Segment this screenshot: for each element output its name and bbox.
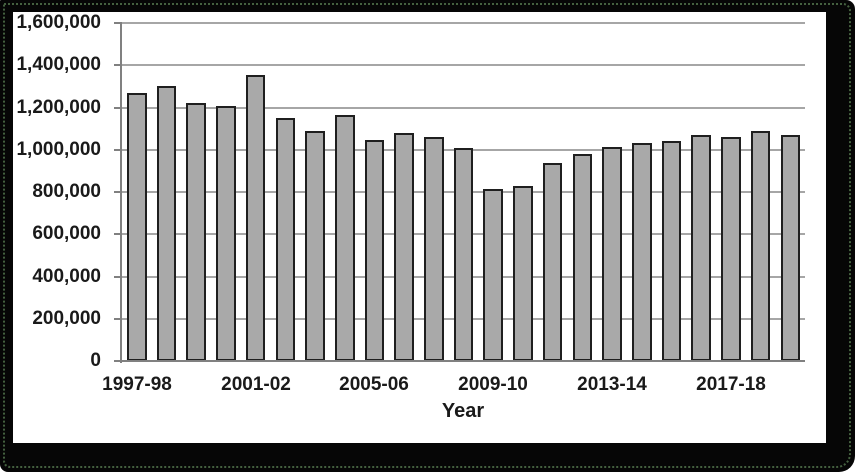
bar-slot <box>360 23 390 361</box>
y-axis-tick-label: 1,000,000 <box>16 139 101 160</box>
y-axis-tick-label: 800,000 <box>32 181 101 202</box>
bar-slot <box>241 23 271 361</box>
bar-slot <box>122 23 152 361</box>
y-axis-tick <box>114 233 122 235</box>
bar-2015-16 <box>661 141 682 361</box>
y-axis-tick <box>114 64 122 66</box>
bar-slot <box>568 23 598 361</box>
bar-slot <box>389 23 419 361</box>
y-axis-tick <box>114 318 122 320</box>
y-axis-tick-label: 1,400,000 <box>16 54 101 75</box>
bar-slot <box>746 23 776 361</box>
bar-2005-06 <box>364 140 385 361</box>
y-axis-tick <box>114 276 122 278</box>
bar-slot <box>538 23 568 361</box>
bar-slot <box>330 23 360 361</box>
bar-2002-03 <box>275 118 296 361</box>
y-axis-tick-label: 200,000 <box>32 308 101 329</box>
bar-slot <box>449 23 479 361</box>
bar-2016-17 <box>691 135 711 361</box>
bar-slot <box>716 23 746 361</box>
bar-2018-19 <box>750 131 771 361</box>
x-axis-tick-label: 1997-98 <box>102 374 172 395</box>
bar-2019-20 <box>780 135 801 361</box>
bar-2004-05 <box>334 115 355 361</box>
y-axis-tick-label: 0 <box>90 350 101 371</box>
bar-2000-01 <box>216 106 236 361</box>
y-axis-line <box>120 23 122 363</box>
bar-slot <box>419 23 449 361</box>
x-axis-tick-label: 2001-02 <box>221 374 291 395</box>
bar-1998-99 <box>156 86 177 361</box>
bar-2009-10 <box>483 189 504 361</box>
y-gridline <box>122 22 805 24</box>
bar-slot <box>152 23 182 361</box>
bar-slot <box>271 23 301 361</box>
bar-2003-04 <box>305 131 325 361</box>
x-axis-tick-label: 2013-14 <box>577 374 647 395</box>
y-gridline <box>122 64 805 66</box>
x-axis-tick-label: 2009-10 <box>458 374 528 395</box>
y-gridline <box>122 107 805 109</box>
bar-slot <box>300 23 330 361</box>
y-axis-tick-label: 1,600,000 <box>16 12 101 33</box>
bar-slot <box>657 23 687 361</box>
bar-2011-12 <box>542 163 563 361</box>
bar-1999-00 <box>186 103 207 361</box>
x-axis-line <box>114 360 805 362</box>
y-axis-tick <box>114 107 122 109</box>
bar-2013-14 <box>602 147 622 361</box>
bar-2010-11 <box>513 186 533 361</box>
bar-2017-18 <box>721 137 741 361</box>
bar-2006-07 <box>394 133 414 361</box>
bar-2014-15 <box>632 143 652 361</box>
bar-slot <box>627 23 657 361</box>
y-axis-tick-label: 400,000 <box>32 266 101 287</box>
bar-slot <box>508 23 538 361</box>
bar-2007-08 <box>424 137 444 361</box>
y-axis-tick <box>114 149 122 151</box>
chart-canvas: 0 200,000 400,000 600,000 800,000 1,000,000 1,… <box>13 12 826 443</box>
bar-1997-98 <box>127 93 147 361</box>
bar-series <box>122 23 805 361</box>
y-axis-tick <box>114 22 122 24</box>
x-axis-tick-label: 2017-18 <box>696 374 766 395</box>
x-axis-title: Year <box>441 400 485 422</box>
bar-slot <box>211 23 241 361</box>
bar-2012-13 <box>572 154 593 361</box>
y-axis-tick-label: 1,200,000 <box>16 97 101 118</box>
y-axis-tick <box>114 191 122 193</box>
bar-slot <box>181 23 211 361</box>
y-axis-tick-label: 600,000 <box>32 223 101 244</box>
bar-slot <box>597 23 627 361</box>
bar-slot <box>478 23 508 361</box>
bar-slot <box>775 23 805 361</box>
bar-2008-09 <box>453 148 474 361</box>
x-axis-tick-label: 2005-06 <box>339 374 409 395</box>
bar-slot <box>686 23 716 361</box>
bar-2001-02 <box>245 75 266 361</box>
